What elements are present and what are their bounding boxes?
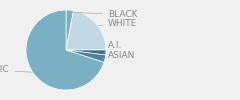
Wedge shape — [26, 10, 104, 90]
Text: A.I.: A.I. — [104, 42, 122, 52]
Text: WHITE: WHITE — [98, 20, 137, 28]
Text: ASIAN: ASIAN — [103, 52, 135, 60]
Wedge shape — [66, 50, 106, 62]
Wedge shape — [66, 11, 106, 50]
Wedge shape — [66, 50, 106, 55]
Text: HISPANIC: HISPANIC — [0, 66, 32, 74]
Text: BLACK: BLACK — [72, 10, 138, 19]
Wedge shape — [66, 10, 73, 50]
